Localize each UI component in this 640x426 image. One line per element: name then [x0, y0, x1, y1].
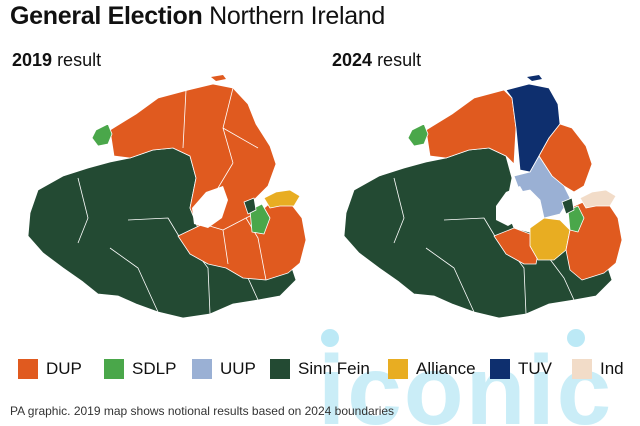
legend-item-alliance: Alliance — [388, 359, 476, 379]
page-title: General Election Northern Ireland — [10, 2, 385, 31]
legend-swatch-alliance — [388, 359, 408, 379]
legend-swatch-ind — [572, 359, 592, 379]
legend-item-uup: UUP — [192, 359, 256, 379]
legend-item-ind: Ind — [572, 359, 624, 379]
legend-item-dup: DUP — [18, 359, 82, 379]
map-suffix-2024: result — [377, 50, 422, 70]
region-north-dup — [425, 89, 517, 165]
region-southeast-divider — [222, 217, 267, 281]
legend-label-dup: DUP — [46, 359, 82, 378]
lough-neagh — [496, 186, 528, 226]
legend-swatch-sinnfein — [270, 359, 290, 379]
legend: DUP SDLP UUP Sinn Fein Alliance TUV Ind — [18, 359, 628, 385]
region-belfast-sinnfein — [243, 197, 257, 215]
island-rathlin — [527, 75, 542, 81]
title-rest: Northern Ireland — [209, 2, 386, 30]
region-alliance — [263, 189, 301, 209]
map-label-2024: 2024 result — [332, 50, 421, 71]
legend-label-tuv: TUV — [518, 359, 552, 378]
legend-item-tuv: TUV — [490, 359, 552, 379]
region-belfast-sinnfein — [561, 197, 575, 215]
island-rathlin — [211, 75, 226, 81]
legend-label-uup: UUP — [220, 359, 256, 378]
legend-label-sdlp: SDLP — [132, 359, 177, 378]
region-belfast-sdlp — [567, 205, 585, 233]
map-2019 — [27, 75, 307, 319]
legend-item-sinnfein: Sinn Fein — [270, 359, 370, 379]
legend-label-ind: Ind — [600, 359, 624, 378]
region-northwest-sdlp — [407, 123, 429, 147]
legend-swatch-uup — [192, 359, 212, 379]
map-year-2024: 2024 — [332, 50, 373, 70]
region-belfast-sdlp — [249, 203, 271, 235]
lough-neagh — [192, 186, 228, 228]
region-north-divider — [182, 87, 259, 219]
map-2024 — [343, 75, 623, 319]
legend-swatch-sdlp — [104, 359, 124, 379]
region-ind — [579, 189, 617, 209]
legend-label-sinnfein: Sinn Fein — [298, 359, 370, 378]
map-label-2019: 2019 result — [12, 50, 101, 71]
region-northwest-sdlp — [91, 123, 113, 147]
legend-swatch-dup — [18, 359, 38, 379]
legend-item-sdlp: SDLP — [104, 359, 176, 379]
region-west-divider — [77, 177, 259, 315]
footer-note: PA graphic. 2019 map shows notional resu… — [10, 404, 395, 418]
region-west-divider — [393, 177, 575, 315]
title-bold: General Election — [10, 2, 203, 30]
map-suffix-2019: result — [57, 50, 102, 70]
legend-label-alliance: Alliance — [416, 359, 476, 378]
map-year-2019: 2019 — [12, 50, 53, 70]
legend-swatch-tuv — [490, 359, 510, 379]
region-southeast-dup — [177, 197, 307, 281]
